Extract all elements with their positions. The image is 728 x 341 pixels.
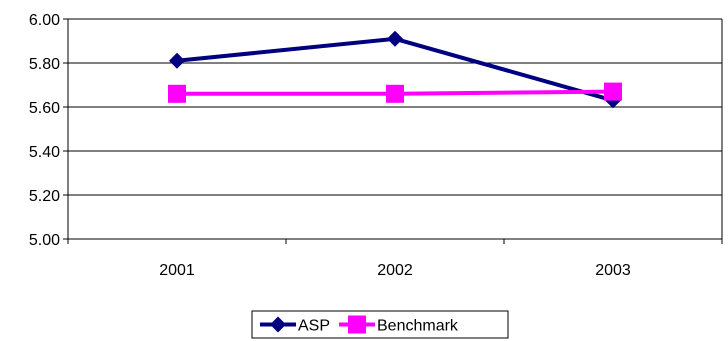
legend: ASP Benchmark [251, 310, 509, 339]
series-benchmark [168, 82, 622, 103]
legend-entry-asp: ASP [260, 316, 330, 335]
x-tick-label: 2002 [377, 262, 413, 279]
y-tick-label: 5.80 [29, 56, 60, 73]
legend-label: Benchmark [377, 318, 459, 335]
data-point-asp [387, 30, 403, 47]
y-tick-label: 5.60 [29, 100, 60, 117]
y-tick-label: 5.00 [29, 232, 60, 249]
data-point-benchmark [168, 84, 186, 103]
y-tick-label: 5.40 [29, 144, 60, 161]
data-point-asp [169, 52, 185, 69]
y-tick-label: 5.20 [29, 188, 60, 205]
series-layer [168, 30, 622, 109]
x-axis-ticks: 2001 2002 2003 [67, 239, 723, 279]
y-tick-label: 6.00 [29, 12, 60, 29]
x-tick-label: 2001 [159, 262, 195, 279]
y-axis-ticks: 5.00 5.20 5.40 5.60 5.80 6.00 [29, 12, 68, 249]
data-point-benchmark [604, 82, 622, 101]
data-point-benchmark [386, 84, 404, 103]
legend-marker [348, 315, 366, 334]
x-tick-label: 2003 [595, 262, 631, 279]
gridlines [68, 18, 722, 240]
legend-marker [270, 316, 286, 333]
axes [67, 19, 723, 240]
legend-label: ASP [298, 318, 330, 335]
legend-entry-benchmark: Benchmark [339, 315, 459, 335]
